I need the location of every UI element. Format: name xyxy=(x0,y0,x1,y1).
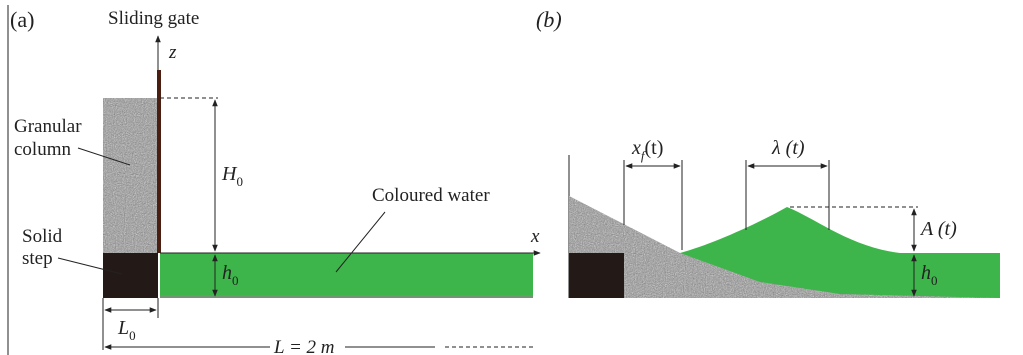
tank-length-label: L = 2 m xyxy=(273,337,335,355)
granular-column-label-line1: Granular xyxy=(14,116,82,137)
granular-column-texture xyxy=(103,98,157,253)
water-depth-symbol: h0 xyxy=(222,262,239,288)
panel-b: (b) xf(t) λ (t) A (t) h0 xyxy=(536,7,1000,298)
granular-column-label-line2: column xyxy=(14,139,71,160)
granular-column-leader xyxy=(77,147,131,166)
x-axis-label: x xyxy=(530,226,540,247)
column-height-symbol: H0 xyxy=(221,163,243,189)
front-position-symbol: xf(t) xyxy=(631,137,663,163)
panel-a-tag: (a) xyxy=(10,7,34,32)
wavelength-label: λ (t) xyxy=(771,137,805,159)
granular-slope-texture xyxy=(569,196,1000,298)
panel-b-water-depth-symbol: h0 xyxy=(921,262,938,288)
step-length-symbol: L0 xyxy=(117,317,136,343)
solid-step-label-line2: step xyxy=(22,248,53,269)
amplitude-label: A (t) xyxy=(919,218,957,240)
coloured-water-label: Coloured water xyxy=(372,185,490,206)
solid-step-label-line1: Solid xyxy=(22,226,63,247)
panel-b-solid-step xyxy=(569,253,624,298)
panel-b-wave-water xyxy=(680,207,1000,298)
solid-step xyxy=(103,253,158,298)
panel-a-water-layer xyxy=(160,253,533,298)
panel-b-tag: (b) xyxy=(536,7,562,32)
sliding-gate-label: Sliding gate xyxy=(108,8,199,29)
z-axis-label: z xyxy=(168,42,177,63)
solid-step-leader xyxy=(57,257,123,275)
panel-a: (a) z Sliding gate x H0 h0 L0 L = 2 m xyxy=(7,5,541,355)
sliding-gate xyxy=(157,70,161,253)
panel-a-tank-bottom xyxy=(160,295,533,298)
coloured-water-leader xyxy=(335,211,386,273)
